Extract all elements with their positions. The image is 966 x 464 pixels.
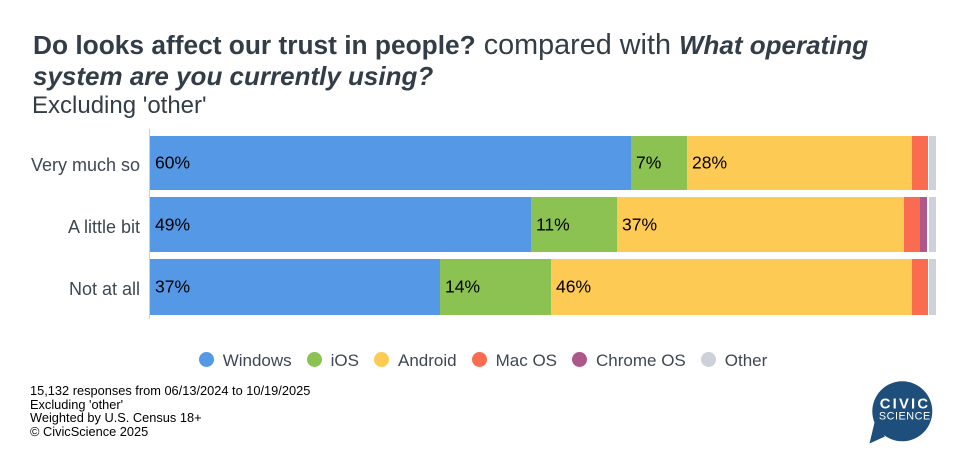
svg-text:CIVIC: CIVIC: [880, 397, 930, 413]
svg-text:SCIENCE: SCIENCE: [879, 411, 931, 423]
